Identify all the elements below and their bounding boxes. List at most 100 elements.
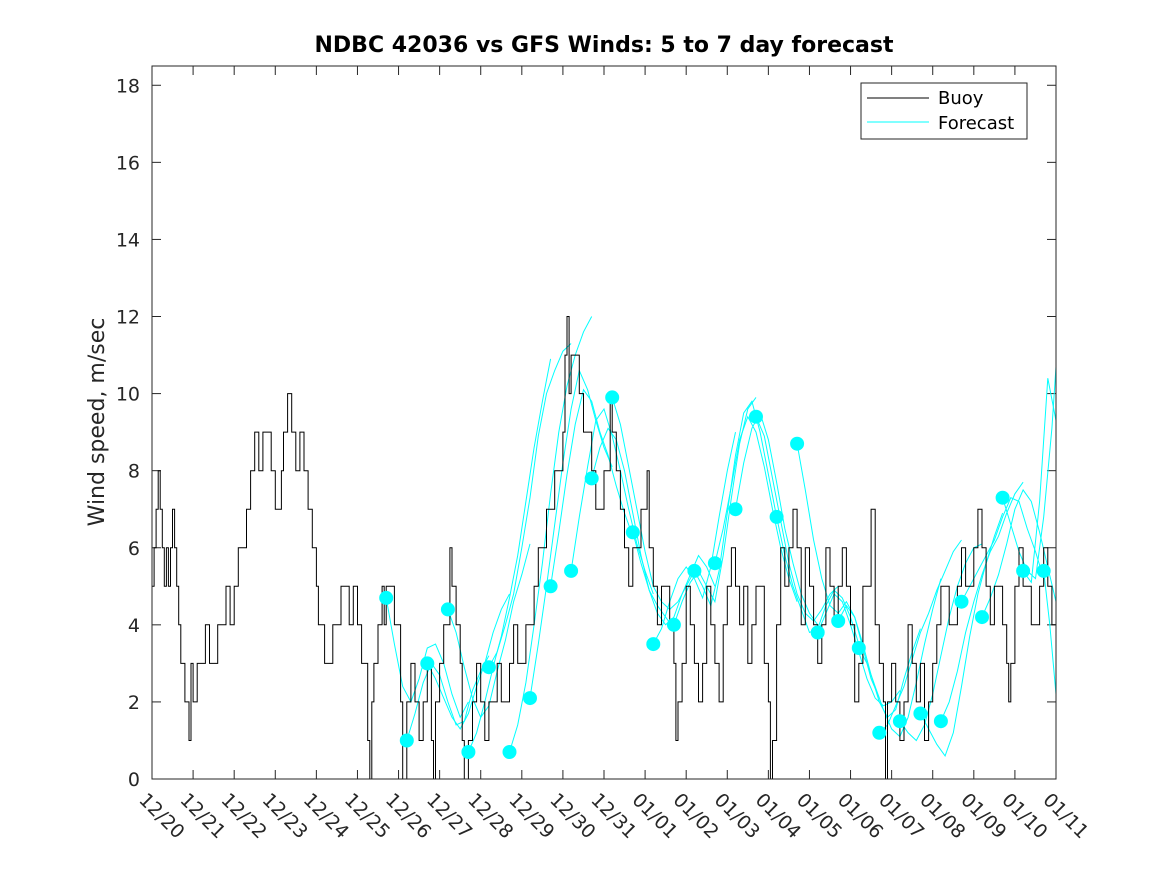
forecast-series — [385, 316, 1057, 757]
forecast-marker — [420, 656, 435, 671]
forecast-marker — [584, 471, 599, 486]
forecast-marker — [440, 602, 455, 617]
forecast-run-line — [878, 539, 962, 734]
forecast-marker — [913, 706, 928, 721]
x-tick-label: 01/05 — [792, 789, 846, 843]
y-tick-label: 16 — [116, 152, 140, 174]
forecast-run-line — [385, 597, 469, 719]
forecast-marker — [728, 502, 743, 517]
x-tick-label: 12/28 — [463, 789, 517, 843]
forecast-run-line — [693, 400, 778, 608]
forecast-marker — [769, 509, 784, 524]
x-tick-label: 12/31 — [586, 789, 640, 843]
forecast-marker — [646, 637, 661, 652]
forecast-marker — [707, 556, 722, 571]
y-tick-label: 12 — [116, 307, 140, 329]
forecast-marker — [461, 745, 476, 759]
forecast-run-line — [426, 593, 510, 730]
forecast-run-line — [714, 415, 798, 602]
forecast-run-line — [550, 388, 634, 587]
y-axis-label: Wind speed, m/sec — [85, 318, 110, 527]
forecast-marker — [851, 641, 866, 655]
forecast-run-line — [1002, 366, 1057, 580]
x-tick-label: 12/29 — [504, 789, 558, 843]
forecast-run-line — [488, 343, 572, 668]
forecast-run-line — [632, 532, 716, 626]
buoy-series — [152, 316, 1056, 780]
forecast-run-line — [652, 431, 736, 645]
legend: Buoy Forecast — [860, 82, 1028, 140]
x-tick-label: 12/20 — [134, 789, 188, 843]
buoy-line — [152, 316, 1056, 780]
y-tick-label: 10 — [116, 384, 140, 406]
forecast-run-line — [529, 368, 613, 699]
forecast-marker — [975, 610, 989, 625]
forecast-marker — [379, 590, 394, 605]
y-tick-label: 2 — [128, 692, 140, 714]
forecast-marker — [892, 714, 907, 729]
x-tick-label: 12/30 — [545, 789, 599, 843]
forecast-marker — [481, 660, 496, 675]
y-tick-label: 6 — [128, 538, 140, 560]
forecast-marker — [605, 390, 620, 405]
y-tick-label: 4 — [128, 615, 140, 637]
x-tick-label: 01/03 — [710, 789, 764, 843]
x-tick-label: 12/26 — [381, 789, 435, 843]
forecast-marker — [687, 563, 702, 578]
forecast-marker — [1036, 563, 1051, 578]
forecast-run-line — [837, 604, 921, 719]
x-tick-label: 01/10 — [997, 789, 1051, 843]
forecast-marker — [872, 725, 887, 740]
forecast-run-line — [899, 543, 983, 742]
y-axis: 0 2 4 6 8 10 12 14 16 18 — [116, 75, 1056, 791]
forecast-marker — [831, 614, 846, 628]
x-tick-label: 01/11 — [1038, 789, 1092, 843]
x-tick-label: 01/06 — [833, 789, 887, 843]
legend-forecast-label: Forecast — [938, 113, 1014, 134]
x-tick-label: 12/22 — [217, 789, 271, 843]
legend-box — [860, 82, 1028, 140]
forecast-marker — [790, 436, 805, 451]
forecast-marker — [1016, 563, 1031, 578]
y-tick-label: 18 — [116, 75, 140, 97]
x-tick-label: 01/02 — [669, 789, 723, 843]
forecast-marker — [564, 563, 579, 578]
plot-background — [152, 66, 1056, 779]
forecast-run-line — [755, 416, 839, 622]
x-tick-label: 12/24 — [299, 789, 353, 843]
forecast-run-line — [940, 481, 1024, 722]
forecast-marker — [523, 691, 537, 706]
x-tick-label: 12/27 — [422, 789, 476, 843]
forecast-marker — [749, 409, 763, 424]
y-tick-label: 0 — [128, 769, 140, 791]
x-tick-label: 01/09 — [956, 789, 1010, 843]
forecast-marker — [933, 714, 948, 729]
x-tick-label: 12/25 — [340, 789, 394, 843]
x-tick-label: 01/08 — [915, 789, 969, 843]
plot-frame — [151, 65, 1057, 780]
y-tick-label: 8 — [128, 461, 140, 483]
forecast-run-line — [961, 497, 1045, 602]
forecast-markers — [379, 390, 1051, 759]
forecast-marker — [625, 525, 640, 540]
x-tick-label: 01/07 — [874, 789, 928, 843]
forecast-run-line — [735, 411, 819, 626]
forecast-marker — [543, 579, 558, 594]
forecast-run-line — [570, 407, 654, 595]
forecast-marker — [810, 625, 825, 640]
x-tick-label: 01/01 — [628, 789, 682, 843]
forecast-run-line — [467, 358, 552, 753]
forecast-marker — [666, 617, 681, 632]
forecast-marker — [995, 490, 1010, 505]
chart-title: NDBC 42036 vs GFS Winds: 5 to 7 day fore… — [315, 33, 894, 58]
x-tick-label: 12/21 — [176, 789, 230, 843]
x-tick-label: 01/04 — [751, 789, 805, 843]
forecast-marker — [954, 594, 969, 609]
forecast-run-line — [406, 655, 490, 741]
forecast-marker — [399, 733, 414, 748]
legend-buoy-label: Buoy — [938, 88, 984, 109]
forecast-run-line — [591, 427, 675, 629]
forecast-marker — [502, 745, 517, 759]
